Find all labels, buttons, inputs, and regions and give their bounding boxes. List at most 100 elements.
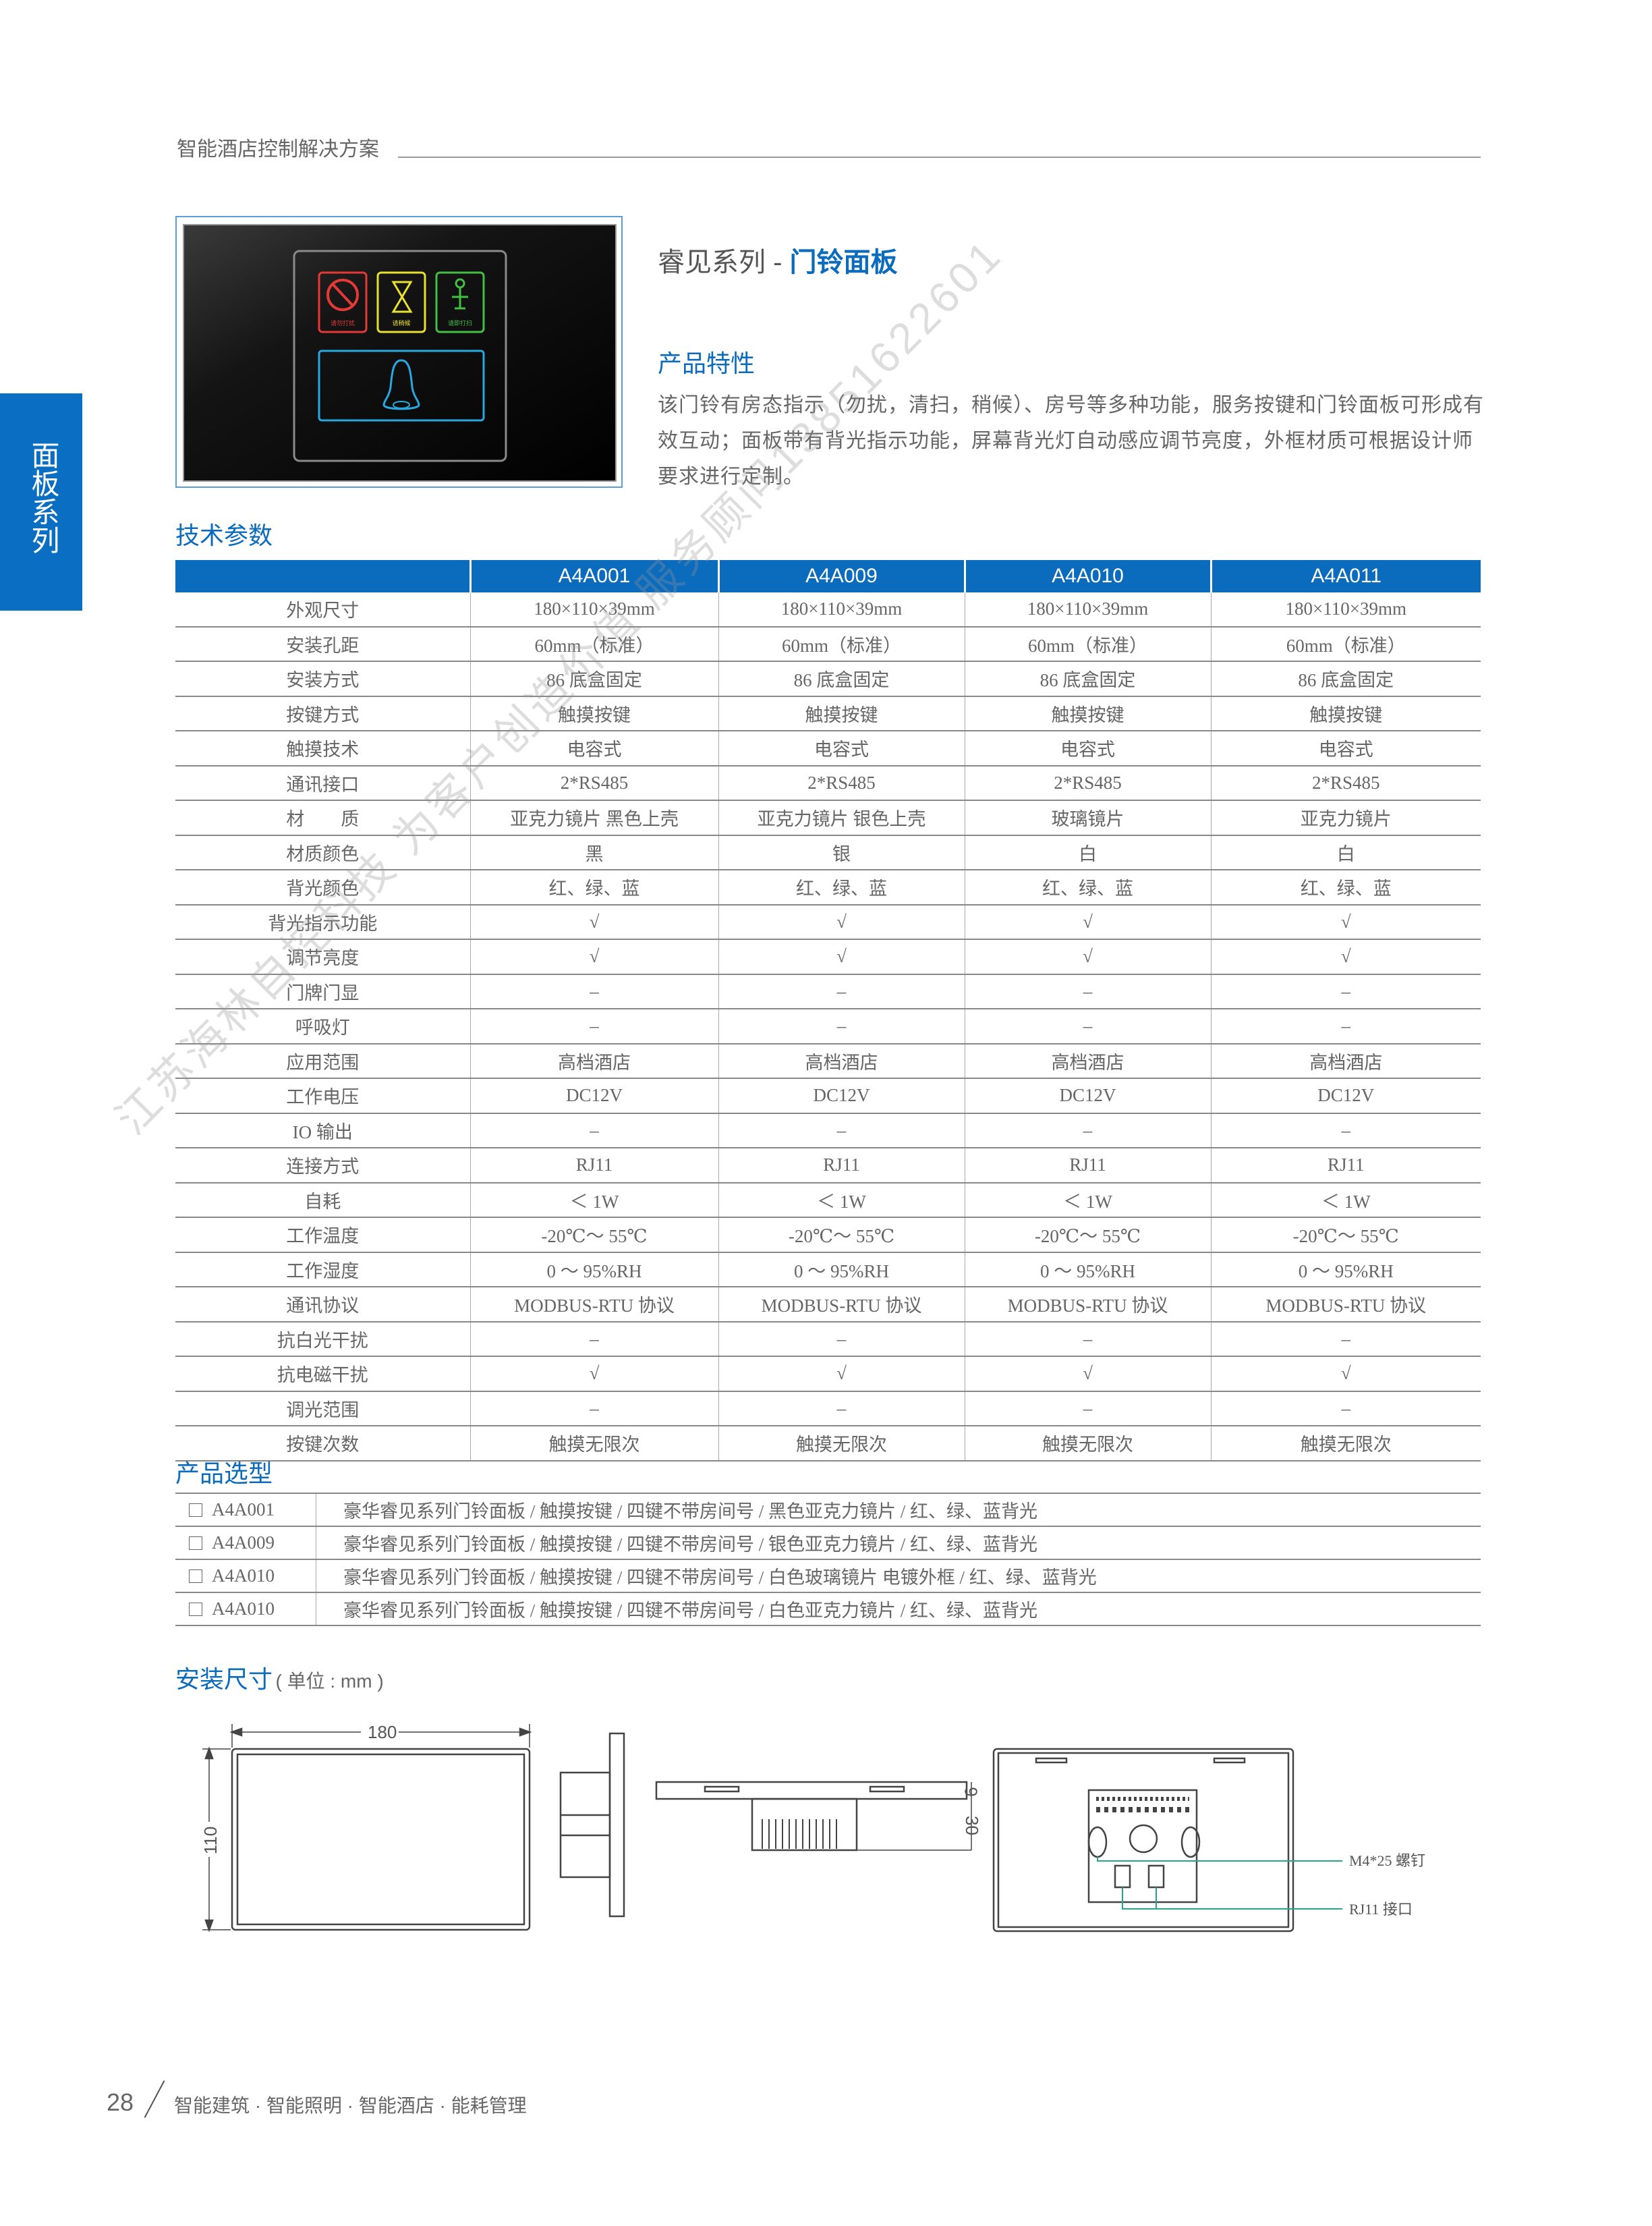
spec-value: 高档酒店 [718, 1043, 965, 1079]
plate-thickness-dimension: 9 [961, 1787, 981, 1797]
spec-label: 连接方式 [175, 1148, 470, 1184]
spec-label: 背光指示功能 [175, 904, 470, 940]
front-view [202, 1724, 532, 1932]
spec-value: 180×110×39mm [964, 592, 1211, 628]
spec-row: 工作湿度 0 ～ 95%RH 0 ～ 95%RH 0 ～ 95%RH 0 ～ 95%RH [175, 1252, 1481, 1287]
spec-value: ＜ 1W [469, 1182, 718, 1218]
spec-header-row: A4A001 A4A009 A4A010 A4A011 [175, 560, 1481, 592]
selection-row: A4A009 豪华睿见系列门铃面板 / 触摸按键 / 四键不带房间号 / 银色亚克… [175, 1526, 1481, 1560]
do-not-disturb-icon: 请勿打扰 [318, 271, 368, 333]
spec-row: 抗电磁干扰 √ √ √ √ [175, 1356, 1481, 1392]
spec-value: – [964, 1321, 1211, 1357]
spec-value: 86 底盒固定 [964, 661, 1211, 697]
product-title: 睿见系列 - 门铃面板 [658, 240, 898, 279]
checkbox-icon[interactable] [189, 1569, 202, 1583]
spec-label: 材 质 [175, 800, 470, 836]
spec-value: – [964, 1009, 1211, 1045]
spec-value: 触摸按键 [1210, 696, 1481, 731]
spec-value: 180×110×39mm [718, 592, 965, 628]
spec-value: MODBUS-RTU 协议 [718, 1287, 965, 1323]
spec-value: √ [1210, 904, 1481, 940]
spec-value: 亚克力镜片 银色上壳 [718, 800, 965, 836]
spec-value: MODBUS-RTU 协议 [964, 1287, 1211, 1323]
spec-value: √ [469, 904, 718, 940]
spec-value: 白 [1210, 835, 1481, 870]
selection-description: 豪华睿见系列门铃面板 / 触摸按键 / 四键不带房间号 / 黑色亚克力镜片 / … [316, 1493, 1481, 1527]
spec-label: 按键方式 [175, 696, 470, 731]
spec-value: 电容式 [964, 731, 1211, 767]
spec-value: 86 底盒固定 [718, 661, 965, 697]
spec-label: 工作湿度 [175, 1252, 470, 1287]
spec-label: 安装方式 [175, 661, 470, 697]
spec-value: 触摸按键 [964, 696, 1211, 731]
spec-value: – [1210, 1113, 1481, 1148]
spec-value: √ [1210, 1356, 1481, 1392]
please-wait-icon: 请稍候 [376, 271, 426, 333]
spec-value: 玻璃镜片 [964, 800, 1211, 836]
spec-value: RJ11 [964, 1148, 1211, 1184]
spec-value: 红、绿、蓝 [718, 870, 965, 906]
spec-value: 86 底盒固定 [469, 661, 718, 697]
spec-value: – [1210, 1321, 1481, 1357]
spec-row: 安装方式 86 底盒固定 86 底盒固定 86 底盒固定 86 底盒固定 [175, 661, 1481, 697]
spec-value: DC12V [469, 1078, 718, 1114]
spec-value: 60mm（标准） [964, 626, 1211, 662]
series-name: 睿见系列 - [658, 248, 790, 277]
spec-label: 安装孔距 [175, 626, 470, 662]
spec-value: – [964, 974, 1211, 1009]
svg-text:请稍候: 请稍候 [392, 319, 410, 327]
spec-value: -20℃～ 55℃ [964, 1217, 1211, 1253]
spec-value: 红、绿、蓝 [469, 870, 718, 906]
spec-value: MODBUS-RTU 协议 [1210, 1287, 1481, 1323]
spec-label: 抗电磁干扰 [175, 1356, 470, 1392]
spec-row: 按键方式 触摸按键 触摸按键 触摸按键 触摸按键 [175, 696, 1481, 731]
selection-code-cell: A4A001 [175, 1493, 316, 1527]
spec-row: 门牌门显 – – – – [175, 974, 1481, 1009]
checkbox-icon[interactable] [189, 1536, 202, 1550]
spec-value: – [718, 1009, 965, 1045]
spec-row: 调节亮度 √ √ √ √ [175, 939, 1481, 975]
spec-value: √ [469, 939, 718, 975]
spec-value: – [1210, 1391, 1481, 1426]
selection-row: A4A010 豪华睿见系列门铃面板 / 触摸按键 / 四键不带房间号 / 白色玻璃… [175, 1559, 1481, 1593]
spec-label: 自耗 [175, 1182, 470, 1218]
selection-row: A4A001 豪华睿见系列门铃面板 / 触摸按键 / 四键不带房间号 / 黑色亚克… [175, 1493, 1481, 1527]
product-name: 门铃面板 [789, 248, 898, 277]
spec-value: MODBUS-RTU 协议 [469, 1287, 718, 1323]
spec-value: 高档酒店 [469, 1043, 718, 1079]
spec-value: -20℃～ 55℃ [1210, 1217, 1481, 1253]
spec-value: 0 ～ 95%RH [964, 1252, 1211, 1287]
width-dimension: 180 [368, 1722, 397, 1742]
spec-row: 安装孔距 60mm（标准） 60mm（标准） 60mm（标准） 60mm（标准） [175, 626, 1481, 662]
spec-value: – [718, 1391, 965, 1426]
spec-value: – [1210, 974, 1481, 1009]
svg-text:请即打扫: 请即打扫 [448, 319, 472, 327]
spec-value: √ [964, 1356, 1211, 1392]
spec-value: 黑 [469, 835, 718, 870]
selection-description: 豪华睿见系列门铃面板 / 触摸按键 / 四键不带房间号 / 白色玻璃镜片 电镀外… [316, 1559, 1481, 1593]
selection-heading: 产品选型 [175, 1459, 273, 1487]
spec-column-header: A4A011 [1209, 560, 1481, 592]
section-tab: 面板系列 [0, 393, 82, 611]
spec-value: 电容式 [469, 731, 718, 767]
selection-code: A4A001 [212, 1499, 275, 1520]
spec-label: 工作温度 [175, 1217, 470, 1253]
footer-tagline: 智能建筑 · 智能照明 · 智能酒店 · 能耗管理 [174, 2095, 527, 2116]
spec-value: 180×110×39mm [469, 592, 718, 628]
spec-row: 调光范围 – – – – [175, 1391, 1481, 1426]
spec-row: 自耗＜ 1W ＜ 1W ＜ 1W ＜ 1W [175, 1182, 1481, 1218]
spec-header-blank [175, 560, 470, 592]
spec-row: 外观尺寸 180×110×39mm 180×110×39mm 180×110×39mm… [175, 592, 1481, 628]
selection-code: A4A009 [212, 1532, 275, 1553]
selection-table: A4A001 豪华睿见系列门铃面板 / 触摸按键 / 四键不带房间号 / 黑色亚克… [175, 1493, 1481, 1626]
spec-value: 红、绿、蓝 [1210, 870, 1481, 906]
checkbox-icon[interactable] [189, 1603, 202, 1616]
spec-value: -20℃～ 55℃ [718, 1217, 965, 1253]
spec-value: 60mm（标准） [1210, 626, 1481, 662]
checkbox-icon[interactable] [189, 1503, 202, 1517]
product-image: 请勿打扰 请稍候 请即打扫 [175, 216, 623, 488]
spec-label: 外观尺寸 [175, 592, 470, 628]
rj11-callout: RJ11 接口 [1349, 1901, 1413, 1918]
spec-value: – [469, 974, 718, 1009]
spec-value: 白 [964, 835, 1211, 870]
